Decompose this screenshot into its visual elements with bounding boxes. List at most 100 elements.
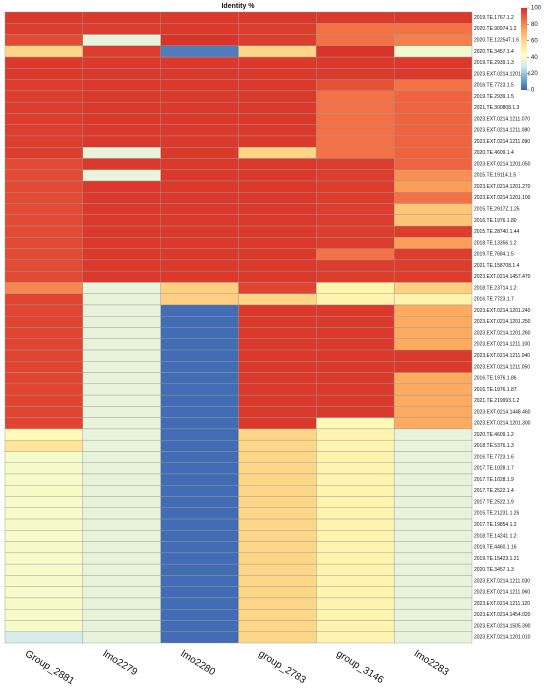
heatmap-cell <box>82 135 161 148</box>
heatmap-cell <box>160 394 239 407</box>
heatmap-cell <box>393 68 473 80</box>
column-label: group_2783 <box>256 648 307 686</box>
heatmap-cell <box>238 451 317 463</box>
heatmap-cell <box>316 259 395 272</box>
heatmap-cell <box>160 248 239 261</box>
heatmap-cell <box>160 34 239 47</box>
heatmap-cell <box>4 11 84 24</box>
heatmap-cell <box>160 293 239 306</box>
heatmap-cell <box>82 586 161 599</box>
heatmap-cell <box>4 248 84 261</box>
heatmap-cell <box>4 406 84 418</box>
heatmap-cell <box>82 203 161 216</box>
heatmap-cell <box>393 203 473 216</box>
row-label: 2017.TE.1028.1.7 <box>474 466 514 472</box>
row-label: 2016.TE.1976.1.87 <box>474 387 517 393</box>
heatmap-cell <box>393 169 473 182</box>
heatmap-cell <box>160 552 239 565</box>
heatmap-cell <box>238 169 317 182</box>
heatmap-cell <box>82 293 161 306</box>
heatmap-cell <box>238 45 317 58</box>
heatmap-cell <box>160 180 239 193</box>
heatmap-cell <box>393 507 473 520</box>
heatmap-cell <box>393 597 473 610</box>
heatmap-cell <box>82 496 161 508</box>
heatmap-cell <box>160 361 239 373</box>
colorbar-tick-label: 40 <box>531 55 538 61</box>
column-label: group_3146 <box>334 648 385 686</box>
row-label: 2023.EXT.0214.1211.100 <box>474 342 530 348</box>
row-label: 2017.TE.1028.1.9 <box>474 477 514 483</box>
heatmap-cell <box>82 90 161 103</box>
heatmap-cell <box>160 225 239 238</box>
heatmap-cell <box>82 541 161 554</box>
heatmap-cell <box>316 327 395 339</box>
heatmap-cell <box>82 361 161 373</box>
row-label: 2019.TE.15423.1.21 <box>474 556 520 562</box>
heatmap-cell <box>4 135 84 148</box>
heatmap-cell <box>238 575 317 587</box>
row-label: 2023.EXT.0214.1201.310 <box>474 71 531 77</box>
heatmap-cell <box>4 56 84 69</box>
heatmap-cell <box>160 451 239 463</box>
heatmap-cell <box>393 518 473 531</box>
heatmap-cell <box>238 135 317 148</box>
heatmap-cell <box>238 23 317 35</box>
heatmap-cell <box>4 383 84 396</box>
heatmap-cell <box>238 327 317 339</box>
heatmap-cell <box>4 451 84 463</box>
heatmap-cell <box>316 214 395 227</box>
heatmap-cell <box>4 631 84 644</box>
heatmap-cell <box>316 417 395 430</box>
heatmap-cell <box>160 304 239 317</box>
heatmap-cell <box>160 203 239 216</box>
heatmap-cell <box>238 237 317 249</box>
heatmap-cell <box>160 383 239 396</box>
row-label: 2018.TE.13356.1.2 <box>474 240 517 246</box>
heatmap-cell <box>4 90 84 103</box>
heatmap-cell <box>160 485 239 497</box>
heatmap-cell <box>316 586 395 599</box>
heatmap-cell <box>238 147 317 159</box>
heatmap-cell <box>316 101 395 114</box>
heatmap-cell <box>316 394 395 407</box>
heatmap-cell <box>393 439 473 452</box>
heatmap-cell <box>82 79 161 92</box>
row-label: 2016.TE.7723.1.5 <box>474 83 514 89</box>
colorbar-tick-label: 0 <box>531 88 535 94</box>
heatmap-cell <box>160 417 239 430</box>
row-label: 2023.EXT.0214.1201.260 <box>474 330 531 336</box>
heatmap-cell <box>316 530 395 542</box>
heatmap-cell <box>316 597 395 610</box>
column-label: Group_2881 <box>23 648 76 687</box>
heatmap-cell <box>160 68 239 80</box>
heatmap-cell <box>316 507 395 520</box>
row-label: 2017.TE.2522.1.9 <box>474 499 514 505</box>
heatmap-cell <box>238 248 317 261</box>
heatmap-cell <box>4 192 84 204</box>
row-label: 2021.TE.300808.1.3 <box>474 105 520 111</box>
row-label: 2023.EXT.0214.1211.030 <box>474 578 530 584</box>
heatmap-cell <box>4 113 84 125</box>
heatmap-cell <box>4 45 84 58</box>
heatmap-cell <box>160 101 239 114</box>
heatmap-cell <box>4 473 84 486</box>
heatmap-cell <box>316 552 395 565</box>
row-label: 2020.TE.90974.1.2 <box>474 26 517 32</box>
heatmap-cell <box>160 169 239 182</box>
heatmap-cell <box>4 124 84 137</box>
heatmap-cell <box>4 304 84 317</box>
heatmap-cell <box>238 496 317 508</box>
heatmap-cell <box>316 203 395 216</box>
column-label: lmo2280 <box>179 648 218 678</box>
heatmap-cell <box>238 282 317 294</box>
heatmap-cell <box>316 462 395 475</box>
heatmap-cell <box>4 147 84 159</box>
heatmap-cell <box>393 406 473 418</box>
heatmap-cell <box>316 608 395 621</box>
row-label: 2023.EXT.0214.1201.300 <box>474 421 531 427</box>
heatmap-cell <box>316 34 395 47</box>
heatmap-cell <box>316 518 395 531</box>
row-label: 2023.EXT.0214.1201.050 <box>474 161 531 167</box>
heatmap-cell <box>393 101 473 114</box>
